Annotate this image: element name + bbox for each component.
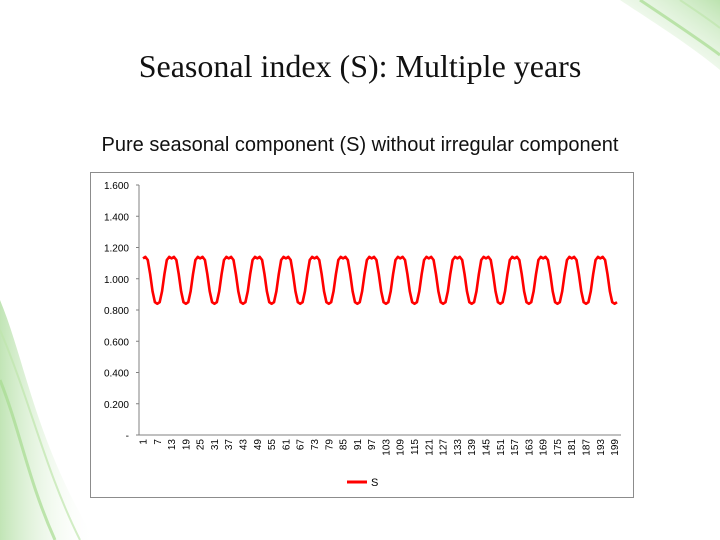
chart-area: - 0.200 0.400 0.600 0.800 1.000 1.200 1.400 1.60… [90,172,634,498]
x-tick-label: 13 [167,439,178,451]
x-tick-label: 79 [324,439,335,451]
x-tick-label: 139 [467,439,478,456]
x-tick-label: 133 [453,439,464,456]
slide-title: Seasonal index (S): Multiple years [138,48,582,84]
y-tick-label: 1.200 [104,244,129,255]
y-tick-label: 1.400 [104,212,129,223]
y-tick-label: - [126,431,129,442]
x-tick-label: 61 [281,439,292,451]
x-tick-label: 73 [310,439,321,451]
x-tick-label: 55 [267,439,278,451]
line-chart: - 0.200 0.400 0.600 0.800 1.000 1.200 1.400 1.60… [104,181,621,489]
x-tick-label: 91 [353,439,364,451]
x-tick-label: 187 [582,439,593,456]
series-line-S [142,255,618,306]
x-tick-label: 169 [539,439,550,456]
x-tick-label: 199 [610,439,621,456]
y-tick-label: 0.200 [104,400,129,411]
x-tick-label: 145 [481,439,492,456]
y-tick-label: 0.800 [104,306,129,317]
x-tick-label: 127 [439,439,450,456]
x-tick-label: 43 [239,439,250,451]
x-tick-label: 103 [381,439,392,456]
x-tick-label: 49 [253,439,264,451]
y-tick-label: 0.400 [104,369,129,380]
x-tick-label: 109 [396,439,407,456]
x-tick-label: 97 [367,439,378,451]
slide-subtitle: Pure seasonal component (S) without irre… [101,134,619,156]
x-tick-label: 163 [524,439,535,456]
x-tick-label: 85 [339,439,350,451]
y-tick-label: 1.600 [104,181,129,192]
x-tick-label: 31 [210,439,221,451]
x-tick-label: 157 [510,439,521,456]
x-tick-label: 7 [153,439,164,445]
x-tick-label: 19 [181,439,192,451]
x-tick-label: 1 [139,439,150,445]
y-tick-label: 0.600 [104,337,129,348]
x-tick-label: 121 [424,439,435,456]
x-tick-label: 151 [496,439,507,456]
x-tick-label: 25 [196,439,207,451]
x-tick-label: 37 [224,439,235,451]
x-tick-label: 193 [596,439,607,456]
x-tick-label: 115 [410,439,421,455]
y-tick-label: 1.000 [104,275,129,286]
x-tick-label: 175 [553,439,564,456]
x-tick-label: 67 [296,439,307,451]
x-tick-label: 181 [567,439,578,456]
legend-label: S [371,477,378,489]
